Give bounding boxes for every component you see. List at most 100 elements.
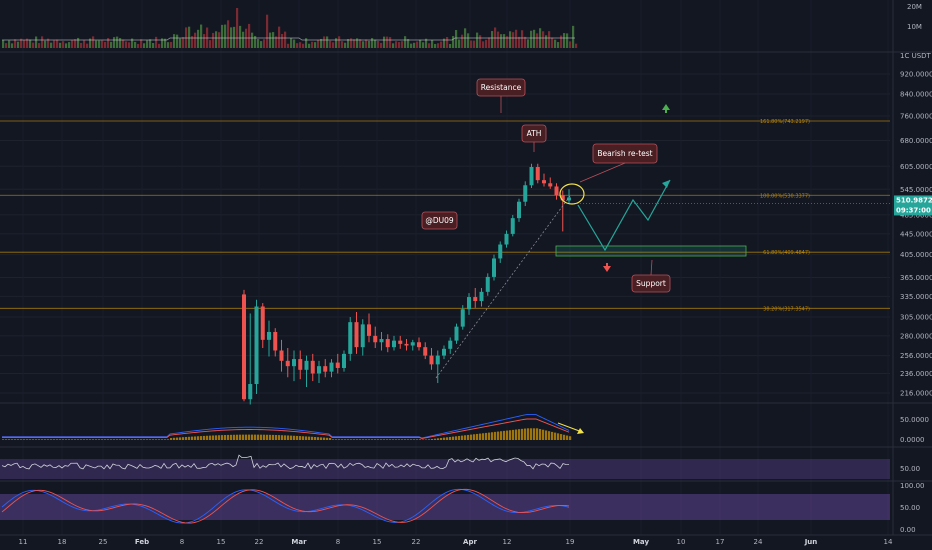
- current-price-tag: [894, 195, 932, 216]
- volume-bar: [575, 43, 578, 48]
- stoch-axis-label: 50.00: [900, 504, 920, 512]
- macd-histogram-bar: [347, 439, 350, 440]
- volume-bar: [101, 40, 104, 48]
- volume-bar: [59, 42, 62, 48]
- macd-histogram-bar: [11, 439, 14, 440]
- volume-bar: [491, 31, 494, 48]
- volume-bar: [119, 38, 122, 48]
- macd-histogram-bar: [365, 439, 368, 440]
- macd-histogram-bar: [512, 429, 515, 440]
- macd-histogram-bar: [56, 439, 59, 440]
- volume-bar: [227, 20, 230, 48]
- volume-bar: [311, 41, 314, 48]
- macd-histogram-bar: [341, 439, 344, 440]
- down-arrow-icon: [603, 263, 611, 272]
- volume-bar: [317, 40, 320, 48]
- macd-histogram-bar: [176, 437, 179, 440]
- macd-histogram-bar: [65, 439, 68, 440]
- candle-body: [298, 359, 303, 370]
- volume-bar: [413, 42, 416, 48]
- macd-histogram-bar: [404, 439, 407, 440]
- macd-histogram-bar: [356, 439, 359, 440]
- macd-histogram-bar: [377, 439, 380, 440]
- macd-histogram-bar: [380, 439, 383, 440]
- volume-bar: [152, 42, 155, 48]
- macd-histogram-bar: [308, 436, 311, 440]
- candle-body: [385, 339, 390, 348]
- volume-bar: [353, 39, 356, 48]
- volume-bar: [440, 41, 443, 48]
- macd-histogram-bar: [188, 436, 191, 440]
- volume-bar: [341, 41, 344, 48]
- candle-body: [492, 258, 496, 277]
- candle-body: [442, 348, 446, 356]
- macd-histogram-bar: [437, 438, 440, 440]
- macd-histogram-bar: [326, 437, 329, 440]
- volume-bar: [50, 42, 53, 48]
- macd-histogram-bar: [230, 434, 233, 440]
- macd-histogram-bar: [77, 439, 80, 440]
- bearish-retest-label-text: Bearish re-test: [597, 149, 652, 158]
- candle-body: [260, 306, 265, 340]
- price-axis-label: 236.0000: [900, 370, 932, 378]
- time-axis-label: 24: [754, 538, 763, 546]
- macd-histogram-bar: [296, 435, 299, 440]
- macd-histogram-bar: [215, 435, 218, 440]
- fib-level-label: 100.00%(530.3377): [760, 193, 810, 199]
- volume-bar: [116, 36, 119, 48]
- macd-histogram-bar: [386, 439, 389, 440]
- volume-bar: [254, 35, 257, 48]
- volume-bar: [365, 39, 368, 48]
- macd-histogram-bar: [344, 439, 347, 440]
- price-axis-label: 760.0000: [900, 113, 932, 121]
- volume-bar: [170, 41, 173, 48]
- volume-bar: [350, 38, 353, 48]
- price-axis-label: 445.0000: [900, 230, 932, 238]
- volume-bar: [23, 40, 26, 48]
- volume-bar: [569, 41, 572, 48]
- macd-histogram-bar: [185, 436, 188, 440]
- time-axis-label: 12: [503, 538, 512, 546]
- volume-bar: [287, 43, 290, 48]
- candle-body: [285, 360, 290, 367]
- macd-histogram-bar: [146, 439, 149, 440]
- macd-signal-line: [2, 418, 570, 439]
- candle-body: [304, 360, 309, 370]
- time-axis-label: 17: [716, 538, 725, 546]
- volume-bar: [500, 34, 503, 48]
- candle-body: [567, 197, 571, 201]
- macd-histogram-bar: [224, 435, 227, 440]
- support-label-text: Support: [636, 279, 666, 288]
- volume-bar: [536, 33, 539, 48]
- volume-bar: [92, 36, 95, 48]
- macd-histogram-bar: [278, 435, 281, 440]
- symbol-label: 1C USDT 30: [900, 52, 932, 60]
- time-axis-label: Jun: [804, 538, 818, 546]
- volume-bar: [476, 32, 479, 48]
- macd-histogram-bar: [524, 428, 527, 440]
- macd-histogram-bar: [458, 435, 461, 440]
- price-axis-label: 335.0000: [900, 293, 932, 301]
- macd-histogram-bar: [320, 437, 323, 440]
- macd-axis-label: 50.0000: [900, 416, 929, 424]
- volume-bar: [422, 42, 425, 48]
- axes: 920.0000 840.0000 760.0000 680.0000 605.0000…: [19, 3, 932, 546]
- volume-bar: [224, 24, 227, 48]
- volume-bar: [146, 40, 149, 48]
- macd-histogram-bar: [158, 439, 161, 440]
- macd-histogram-bar: [533, 428, 536, 440]
- candle-body: [417, 342, 421, 348]
- macd-histogram-bar: [518, 429, 521, 440]
- projection-arrowhead: [662, 180, 670, 188]
- author-label-box: [421, 211, 458, 230]
- bearish-retest-label: Bearish re-test: [579, 143, 658, 183]
- macd-histogram-bar: [479, 433, 482, 440]
- macd-histogram-bar: [305, 436, 308, 440]
- volume-bar: [173, 34, 176, 48]
- candle-body: [548, 183, 553, 187]
- volume-bar: [443, 38, 446, 48]
- candle-body: [554, 186, 559, 196]
- macd-histogram-bar: [104, 439, 107, 440]
- macd-histogram-bar: [332, 439, 335, 440]
